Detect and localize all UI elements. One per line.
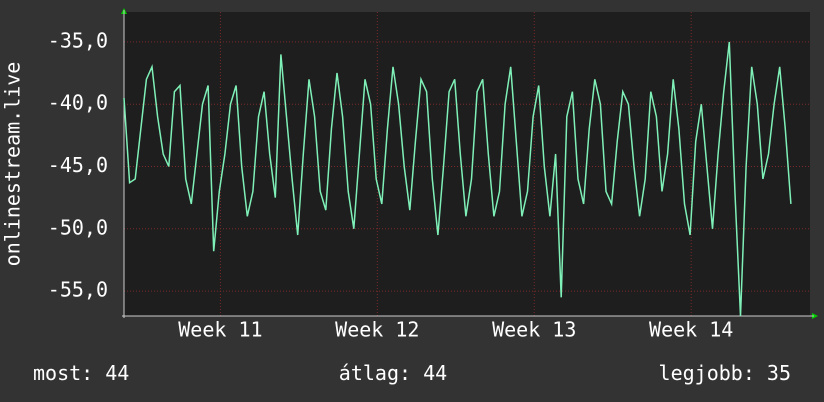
axis-arrow bbox=[812, 313, 818, 319]
stat-value: 44 bbox=[105, 361, 129, 385]
y-tick-label: -40,0 bbox=[48, 91, 108, 115]
data-line bbox=[123, 41, 792, 317]
stat: most: 44 bbox=[33, 361, 129, 385]
y-tick-label: -35,0 bbox=[48, 28, 108, 52]
stat-label: átlag: bbox=[339, 361, 411, 385]
x-tick-label: Week 11 bbox=[178, 318, 262, 342]
stat: legjobb: 35 bbox=[659, 361, 791, 385]
y-tick-label: -55,0 bbox=[48, 278, 108, 302]
stat-label: most: bbox=[33, 361, 93, 385]
y-axis-label: onlinestream.live bbox=[1, 62, 25, 267]
x-tick-label: Week 14 bbox=[649, 318, 733, 342]
stat: átlag: 44 bbox=[339, 361, 447, 385]
stat-value: 44 bbox=[423, 361, 447, 385]
plot-area bbox=[124, 12, 810, 316]
stat-value: 35 bbox=[767, 361, 791, 385]
y-tick-label: -50,0 bbox=[48, 215, 108, 239]
x-tick-label: Week 12 bbox=[335, 318, 419, 342]
y-tick-label: -45,0 bbox=[48, 153, 108, 177]
x-tick-label: Week 13 bbox=[492, 318, 576, 342]
stat-label: legjobb: bbox=[659, 361, 755, 385]
